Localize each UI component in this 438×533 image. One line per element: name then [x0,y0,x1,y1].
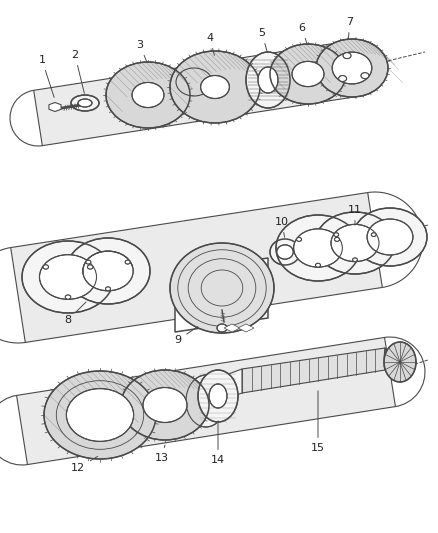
Ellipse shape [258,67,278,93]
Ellipse shape [331,224,379,262]
Text: 12: 12 [71,456,98,473]
Ellipse shape [88,265,93,269]
Ellipse shape [22,241,114,313]
Polygon shape [220,369,242,401]
Text: 15: 15 [311,391,325,453]
Ellipse shape [83,251,133,291]
Ellipse shape [106,287,110,291]
Ellipse shape [201,76,230,99]
Text: 3: 3 [137,40,147,62]
Ellipse shape [334,233,339,237]
Ellipse shape [125,260,130,264]
Ellipse shape [293,229,343,267]
Ellipse shape [121,370,209,440]
Text: 5: 5 [258,28,267,52]
Ellipse shape [384,342,416,382]
Ellipse shape [176,68,212,96]
Polygon shape [49,102,61,111]
Ellipse shape [43,265,49,269]
Ellipse shape [367,219,413,255]
Polygon shape [11,192,382,342]
Ellipse shape [67,389,134,441]
Ellipse shape [246,52,290,108]
Polygon shape [17,337,396,465]
Ellipse shape [297,237,301,241]
Ellipse shape [343,53,351,59]
Ellipse shape [143,387,187,423]
Ellipse shape [270,239,300,265]
Polygon shape [242,348,385,393]
Text: 7: 7 [346,17,353,39]
Ellipse shape [316,39,388,97]
Ellipse shape [353,208,427,266]
Ellipse shape [209,384,227,408]
Ellipse shape [335,237,339,241]
Polygon shape [175,258,268,332]
Ellipse shape [217,324,227,332]
Ellipse shape [270,44,346,104]
Ellipse shape [315,263,321,267]
Ellipse shape [78,99,92,107]
Ellipse shape [106,62,190,128]
Ellipse shape [86,260,91,264]
Text: 4: 4 [206,33,214,55]
Text: 11: 11 [348,205,362,225]
Text: 6: 6 [299,23,307,44]
Ellipse shape [170,243,274,333]
Ellipse shape [332,52,372,84]
Ellipse shape [371,233,376,237]
Text: 10: 10 [275,217,289,237]
Ellipse shape [71,95,99,111]
Ellipse shape [339,76,346,82]
Ellipse shape [276,215,360,281]
Polygon shape [238,324,254,332]
Ellipse shape [132,83,164,108]
Polygon shape [34,41,362,146]
Ellipse shape [39,255,96,300]
Ellipse shape [198,370,238,422]
Text: 13: 13 [155,445,169,463]
Text: 8: 8 [64,302,86,325]
Ellipse shape [353,258,357,262]
Ellipse shape [170,51,260,123]
Ellipse shape [66,238,150,304]
Ellipse shape [186,375,226,427]
Text: 2: 2 [71,50,85,93]
Ellipse shape [277,245,293,259]
Polygon shape [224,324,240,332]
Text: 14: 14 [211,421,225,465]
Text: 9: 9 [174,327,198,345]
Ellipse shape [65,295,71,299]
Ellipse shape [361,72,369,79]
Text: 1: 1 [39,55,54,98]
Ellipse shape [292,61,324,86]
Ellipse shape [315,212,395,274]
Ellipse shape [44,371,156,459]
